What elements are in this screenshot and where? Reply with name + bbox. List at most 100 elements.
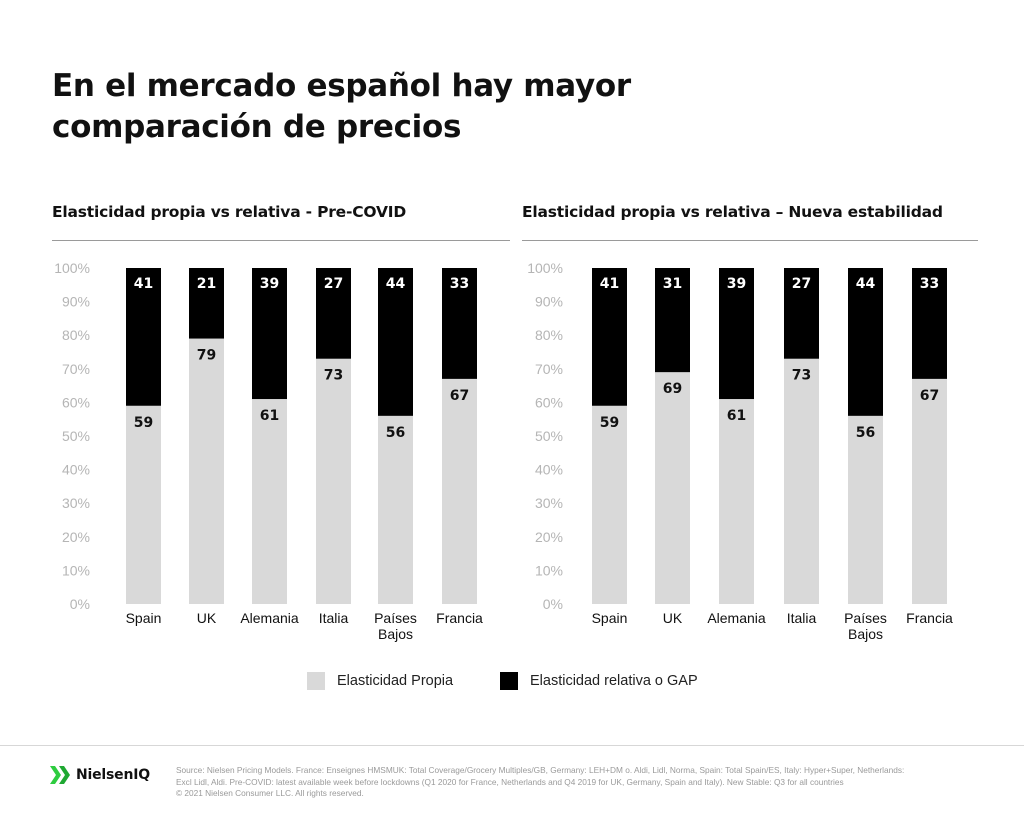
y-tick-label: 80% xyxy=(62,327,90,343)
y-tick-label: 60% xyxy=(535,394,563,410)
data-label-propia: 61 xyxy=(260,408,279,424)
data-label-propia: 73 xyxy=(324,368,343,384)
data-label-propia: 69 xyxy=(663,381,682,397)
source-line-1: Source: Nielsen Pricing Models. France: … xyxy=(176,765,905,775)
y-tick-label: 0% xyxy=(543,596,563,612)
bar-elasticidad-propia xyxy=(848,415,883,604)
legend-label-propia: Elasticidad Propia xyxy=(337,673,454,689)
data-label-gap: 41 xyxy=(134,276,153,292)
x-tick-label: Bajos xyxy=(378,626,413,642)
data-label-gap: 41 xyxy=(600,276,619,292)
data-label-propia: 59 xyxy=(134,415,153,431)
bar-elasticidad-propia xyxy=(655,372,690,604)
data-label-propia: 73 xyxy=(792,368,811,384)
chart-divider-nueva-estabilidad xyxy=(522,240,978,241)
data-label-gap: 33 xyxy=(450,276,469,292)
x-tick-label: Bajos xyxy=(848,626,883,642)
y-tick-label: 70% xyxy=(62,361,90,377)
bar-elasticidad-propia xyxy=(378,415,413,604)
data-label-propia: 56 xyxy=(856,425,875,441)
bar-elasticidad-propia xyxy=(784,358,819,604)
y-tick-label: 70% xyxy=(535,361,563,377)
data-label-gap: 27 xyxy=(792,276,811,292)
source-line-2: Excl Lidl, Aldi. Pre-COVID: latest avail… xyxy=(176,776,844,787)
y-tick-label: 40% xyxy=(535,462,563,478)
y-tick-label: 90% xyxy=(535,294,563,310)
chart-divider-pre-covid xyxy=(52,240,510,241)
x-tick-label: Alemania xyxy=(707,610,766,626)
footer-divider xyxy=(0,745,1024,746)
data-label-propia: 56 xyxy=(386,425,405,441)
y-tick-label: 80% xyxy=(535,327,563,343)
data-label-gap: 44 xyxy=(856,276,876,292)
x-tick-label: Spain xyxy=(592,610,628,626)
bar-elasticidad-propia xyxy=(189,338,224,604)
source-line-3: © 2021 Nielsen Consumer LLC. All rights … xyxy=(176,788,364,798)
y-tick-label: 20% xyxy=(62,529,90,545)
bar-elasticidad-gap xyxy=(316,268,351,359)
bar-elasticidad-gap xyxy=(442,268,477,379)
x-tick-label: UK xyxy=(663,610,683,626)
x-tick-label: UK xyxy=(197,610,217,626)
bar-elasticidad-propia xyxy=(719,399,754,604)
bar-elasticidad-gap xyxy=(912,268,947,379)
x-tick-label: Francia xyxy=(436,610,483,626)
data-label-gap: 27 xyxy=(324,276,343,292)
y-tick-label: 10% xyxy=(62,562,90,578)
y-tick-label: 10% xyxy=(535,562,563,578)
y-tick-label: 30% xyxy=(535,495,563,511)
y-tick-label: 100% xyxy=(527,260,563,276)
x-tick-label: Italia xyxy=(787,610,817,626)
page-title: En el mercado español hay mayor comparac… xyxy=(52,66,812,148)
data-label-gap: 39 xyxy=(727,276,746,292)
legend-label-gap: Elasticidad relativa o GAP xyxy=(530,673,698,689)
bar-elasticidad-gap xyxy=(719,268,754,400)
stacked-bar-charts: 0% 10% 20% 30% 40% 50% 60% 70% 80% 90% 100% 41 59 Spa… xyxy=(54,260,953,642)
bar-elasticidad-gap xyxy=(126,268,161,406)
data-label-gap: 44 xyxy=(386,276,406,292)
bar-elasticidad-propia xyxy=(912,378,947,604)
nielseniq-logo: NielsenIQ xyxy=(50,766,150,784)
data-label-propia: 79 xyxy=(197,348,216,364)
legend-swatch-gap xyxy=(500,672,518,690)
bar-elasticidad-gap xyxy=(378,268,413,416)
bar-elasticidad-gap xyxy=(655,268,690,373)
bar-elasticidad-gap xyxy=(592,268,627,406)
y-tick-label: 50% xyxy=(535,428,563,444)
data-label-gap: 21 xyxy=(197,276,216,292)
bar-elasticidad-gap xyxy=(848,268,883,416)
brand-name: NielsenIQ xyxy=(76,767,150,783)
data-label-propia: 67 xyxy=(450,388,469,404)
bar-elasticidad-propia xyxy=(252,399,287,604)
bar-elasticidad-gap xyxy=(784,268,819,359)
x-tick-label: Italia xyxy=(319,610,349,626)
title-line-2: comparación de precios xyxy=(52,109,462,145)
legend-item-propia: Elasticidad Propia xyxy=(307,670,453,692)
chart-title-pre-covid: Elasticidad propia vs relativa - Pre-COV… xyxy=(52,203,406,221)
y-tick-label: 20% xyxy=(535,529,563,545)
data-label-propia: 67 xyxy=(920,388,939,404)
bar-elasticidad-propia xyxy=(592,405,627,604)
data-label-gap: 33 xyxy=(920,276,939,292)
y-tick-label: 50% xyxy=(62,428,90,444)
nielseniq-mark-icon xyxy=(50,766,70,784)
bar-elasticidad-propia xyxy=(316,358,351,604)
bar-elasticidad-propia xyxy=(442,378,477,604)
chart-title-nueva-estabilidad: Elasticidad propia vs relativa – Nueva e… xyxy=(522,203,943,221)
source-note: Source: Nielsen Pricing Models. France: … xyxy=(176,765,976,800)
x-tick-label: Francia xyxy=(906,610,953,626)
y-tick-label: 40% xyxy=(62,462,90,478)
data-label-gap: 39 xyxy=(260,276,279,292)
title-line-1: En el mercado español hay mayor xyxy=(52,68,631,104)
data-label-propia: 61 xyxy=(727,408,746,424)
data-label-gap: 31 xyxy=(663,276,682,292)
y-tick-label: 60% xyxy=(62,394,90,410)
x-tick-label: Alemania xyxy=(240,610,299,626)
x-tick-label: Spain xyxy=(126,610,162,626)
bar-elasticidad-gap xyxy=(189,268,224,339)
y-tick-label: 90% xyxy=(62,294,90,310)
data-label-propia: 59 xyxy=(600,415,619,431)
y-tick-label: 100% xyxy=(54,260,90,276)
legend-swatch-propia xyxy=(307,672,325,690)
